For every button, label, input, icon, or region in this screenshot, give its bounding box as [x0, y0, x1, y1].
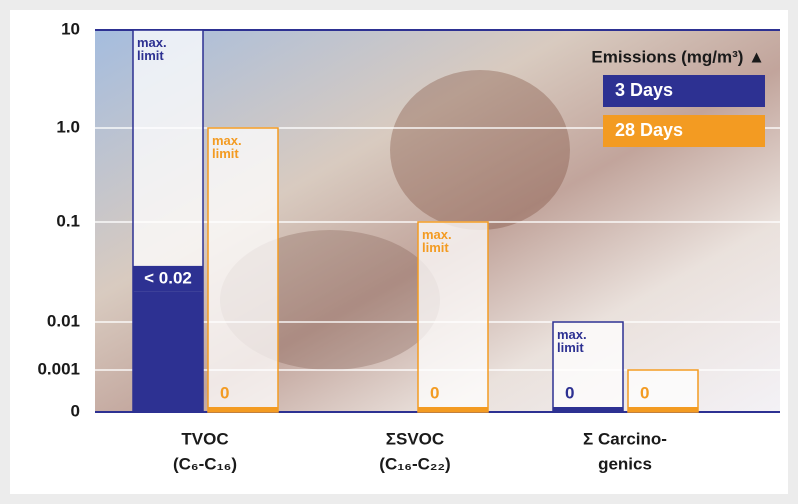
y-tick-label: 0.001 — [37, 359, 80, 378]
x-tick-label: Σ Carcino- — [583, 429, 667, 448]
x-tick-label: ΣSVOC — [386, 429, 444, 448]
limit-bar — [207, 127, 279, 413]
x-tick-label: (C₆-C₁₆) — [173, 454, 237, 473]
bar — [133, 291, 203, 412]
x-tick-label: (C₁₆-C₂₂) — [379, 454, 450, 473]
value-label-bg — [133, 265, 203, 292]
legend-swatch — [603, 115, 765, 147]
value-label: < 0.02 — [144, 268, 192, 287]
limit-bar — [417, 221, 489, 413]
value-label: 0 — [430, 383, 439, 402]
limit-bar — [627, 369, 699, 413]
value-label: 0 — [220, 383, 229, 402]
bar — [628, 407, 698, 412]
legend-swatch — [603, 75, 765, 107]
y-tick-label: 0.01 — [47, 311, 80, 330]
bar — [208, 407, 278, 412]
limit-label: max. limit — [422, 227, 452, 255]
bar — [418, 407, 488, 412]
y-tick-label: 0 — [71, 401, 80, 420]
limit-bar — [552, 321, 624, 413]
photo-face — [390, 70, 570, 230]
y-tick-label: 1.0 — [56, 117, 80, 136]
limit-label: max. limit — [137, 35, 167, 63]
legend-label: 3 Days — [615, 80, 673, 100]
value-label: 0 — [640, 383, 649, 402]
limit-label: max. limit — [212, 133, 242, 161]
bar — [553, 407, 623, 412]
legend-label: 28 Days — [615, 120, 683, 140]
value-label: 0 — [565, 383, 574, 402]
limit-label: max. limit — [557, 327, 587, 355]
y-tick-label: 10 — [61, 19, 80, 38]
x-tick-label: genics — [598, 454, 652, 473]
legend-title: Emissions (mg/m³) ▲ — [591, 47, 765, 66]
y-tick-label: 0.1 — [56, 211, 80, 230]
x-tick-label: TVOC — [181, 429, 228, 448]
